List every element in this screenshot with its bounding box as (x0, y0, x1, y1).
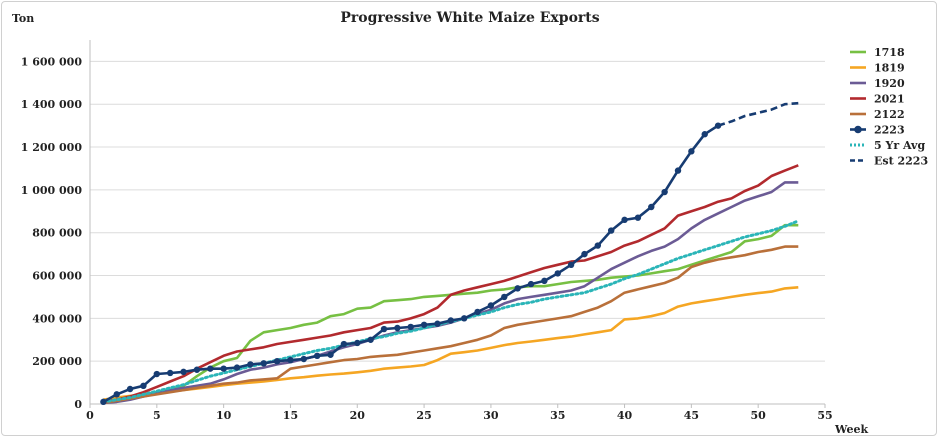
x-tick-label: 20 (350, 409, 366, 422)
point-2223 (113, 391, 120, 398)
point-2223 (460, 315, 468, 322)
x-tick-label: 10 (216, 409, 232, 422)
point-2223 (501, 293, 508, 301)
x-axis-title: Week (834, 423, 868, 436)
point-2223 (260, 360, 267, 367)
legend-label: 1718 (874, 46, 905, 59)
y-tick-label: 1 600 000 (21, 55, 83, 68)
point-2223 (594, 242, 602, 249)
legend-marker (854, 125, 862, 134)
point-2223 (607, 227, 615, 234)
x-tick-label: 35 (550, 409, 565, 422)
point-2223 (180, 368, 187, 376)
y-tick-label: 600 000 (32, 270, 82, 283)
point-2223 (126, 385, 134, 393)
y-axis-title: Ton (12, 12, 34, 25)
x-tick-labels: 0 5 10 15 20 25 30 35 40 45 50 55 (86, 409, 832, 422)
point-2223 (140, 382, 147, 389)
legend-label: 2223 (874, 124, 905, 137)
point-2223 (247, 361, 254, 368)
point-2223 (367, 336, 374, 343)
legend-label: 1920 (874, 77, 905, 90)
series-line-5-yr-avg (101, 219, 800, 404)
point-2223 (527, 280, 535, 288)
y-tick-label: 200 000 (32, 355, 82, 368)
point-2223 (474, 308, 481, 316)
series-line-2223 (102, 124, 719, 404)
point-2223 (100, 398, 107, 406)
point-2223 (701, 131, 708, 138)
series-line-1718 (103, 223, 799, 403)
x-tick-label: 55 (817, 409, 832, 422)
point-2223 (287, 356, 294, 364)
point-2223 (674, 167, 682, 174)
y-tick-label: 400 000 (32, 312, 82, 325)
point-2223 (354, 339, 361, 347)
point-2223 (420, 321, 428, 328)
series-line-2122 (103, 245, 799, 405)
axes (89, 40, 826, 408)
point-2223 (207, 365, 214, 372)
legend-label: 1819 (874, 62, 905, 75)
x-tick-label: 15 (283, 409, 298, 422)
point-2223 (447, 317, 455, 324)
point-2223 (394, 324, 401, 332)
point-2223 (340, 340, 348, 348)
legend-label: 2021 (874, 93, 905, 106)
point-2223 (581, 250, 588, 258)
point-2223 (300, 355, 308, 363)
x-tick-label: 30 (483, 409, 499, 422)
point-2223 (193, 366, 201, 373)
legend: 1718 1819 1920 2021 2122 2223 5 Yr Avg Est 2223 (850, 46, 928, 168)
series-line-est-2223 (717, 101, 799, 127)
point-2223 (153, 370, 161, 378)
point-2223 (688, 148, 695, 155)
series-line-2021 (103, 164, 799, 404)
gridlines (90, 60, 825, 362)
legend-label: 2122 (874, 108, 905, 121)
x-tick-label: 40 (617, 409, 633, 422)
series-line-1819 (103, 286, 799, 401)
point-2223 (434, 320, 441, 327)
point-2223 (313, 352, 321, 360)
point-2223 (380, 325, 388, 333)
y-tick-label: 1 200 000 (21, 141, 83, 154)
y-tick-label: 0 (74, 398, 82, 411)
x-tick-label: 0 (86, 409, 94, 422)
point-2223 (634, 214, 642, 221)
point-2223 (327, 351, 334, 358)
point-2223 (661, 188, 668, 196)
point-2223 (233, 364, 241, 371)
x-tick-label: 25 (416, 409, 431, 422)
x-tick-label: 45 (684, 409, 699, 422)
x-tick-label: 5 (153, 409, 161, 422)
series-lines (100, 101, 800, 406)
y-tick-label: 1 400 000 (21, 98, 83, 111)
point-2223 (514, 285, 521, 292)
point-2223 (166, 369, 174, 377)
point-2223 (554, 270, 561, 277)
point-2223 (487, 302, 495, 309)
point-2223 (648, 203, 655, 211)
y-tick-label: 1 000 000 (21, 184, 83, 197)
chart-title: Progressive White Maize Exports (340, 10, 599, 26)
point-2223 (407, 323, 414, 331)
point-2223 (621, 216, 628, 224)
x-tick-label: 50 (751, 409, 767, 422)
point-2223 (714, 122, 722, 129)
legend-label: 5 Yr Avg (874, 139, 925, 152)
point-2223 (273, 357, 281, 365)
y-tick-labels: 0 200 000 400 000 600 000 800 000 1 000 000 1 … (21, 55, 83, 411)
point-2223 (567, 261, 575, 269)
y-tick-label: 800 000 (32, 227, 82, 240)
point-2223 (220, 365, 227, 372)
point-2223 (541, 277, 548, 285)
legend-label: Est 2223 (874, 155, 928, 168)
